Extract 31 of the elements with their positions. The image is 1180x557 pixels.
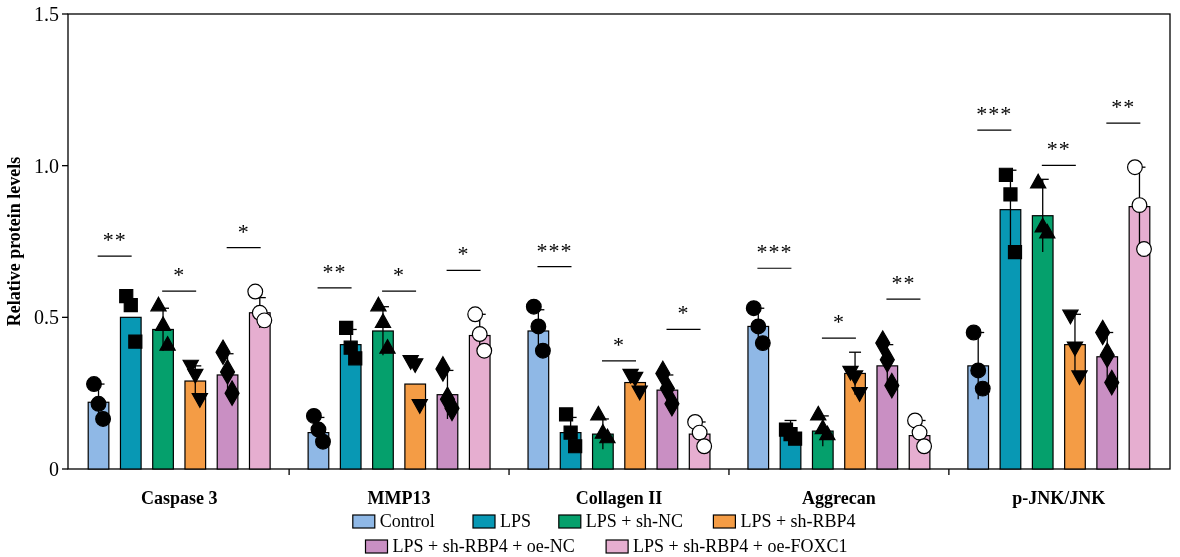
x-tick-label: Collagen II (575, 488, 663, 508)
annotation: ** (1111, 94, 1136, 120)
annotation: ** (322, 258, 347, 284)
legend-label: LPS (500, 511, 532, 531)
annotation: *** (756, 239, 793, 265)
annotation: *** (536, 237, 573, 263)
annotation: *** (976, 101, 1013, 127)
annotation: * (832, 309, 845, 335)
legend-label: LPS + sh-RBP4 + oe-FOXC1 (633, 536, 848, 556)
y-tick-label: 1.5 (34, 3, 59, 25)
legend-label: Control (379, 511, 435, 531)
annotation: * (457, 241, 470, 267)
x-tick-label: Aggrecan (802, 488, 876, 508)
y-tick-label: 0 (49, 458, 59, 480)
annotation: * (173, 262, 186, 288)
annotation: * (613, 331, 625, 357)
annotation: * (237, 218, 250, 244)
annotation: * (393, 262, 406, 288)
annotation: * (677, 300, 690, 326)
x-tick-label: p-JNK/JNK (1012, 488, 1106, 508)
x-tick-label: MMP13 (367, 488, 431, 508)
legend-label: LPS + sh-NC (585, 511, 683, 531)
y-axis-title: Relative protein levels (4, 156, 24, 327)
y-tick-label: 0.5 (34, 306, 59, 329)
annotation: ** (891, 270, 916, 296)
y-tick-label: 1.0 (34, 154, 59, 177)
x-tick-label: Caspase 3 (140, 488, 218, 508)
legend-label: LPS + sh-RBP4 + oe-NC (392, 536, 575, 556)
annotation: ** (102, 227, 127, 253)
legend-label: LPS + sh-RBP4 (740, 511, 856, 531)
annotation: ** (1046, 136, 1071, 162)
